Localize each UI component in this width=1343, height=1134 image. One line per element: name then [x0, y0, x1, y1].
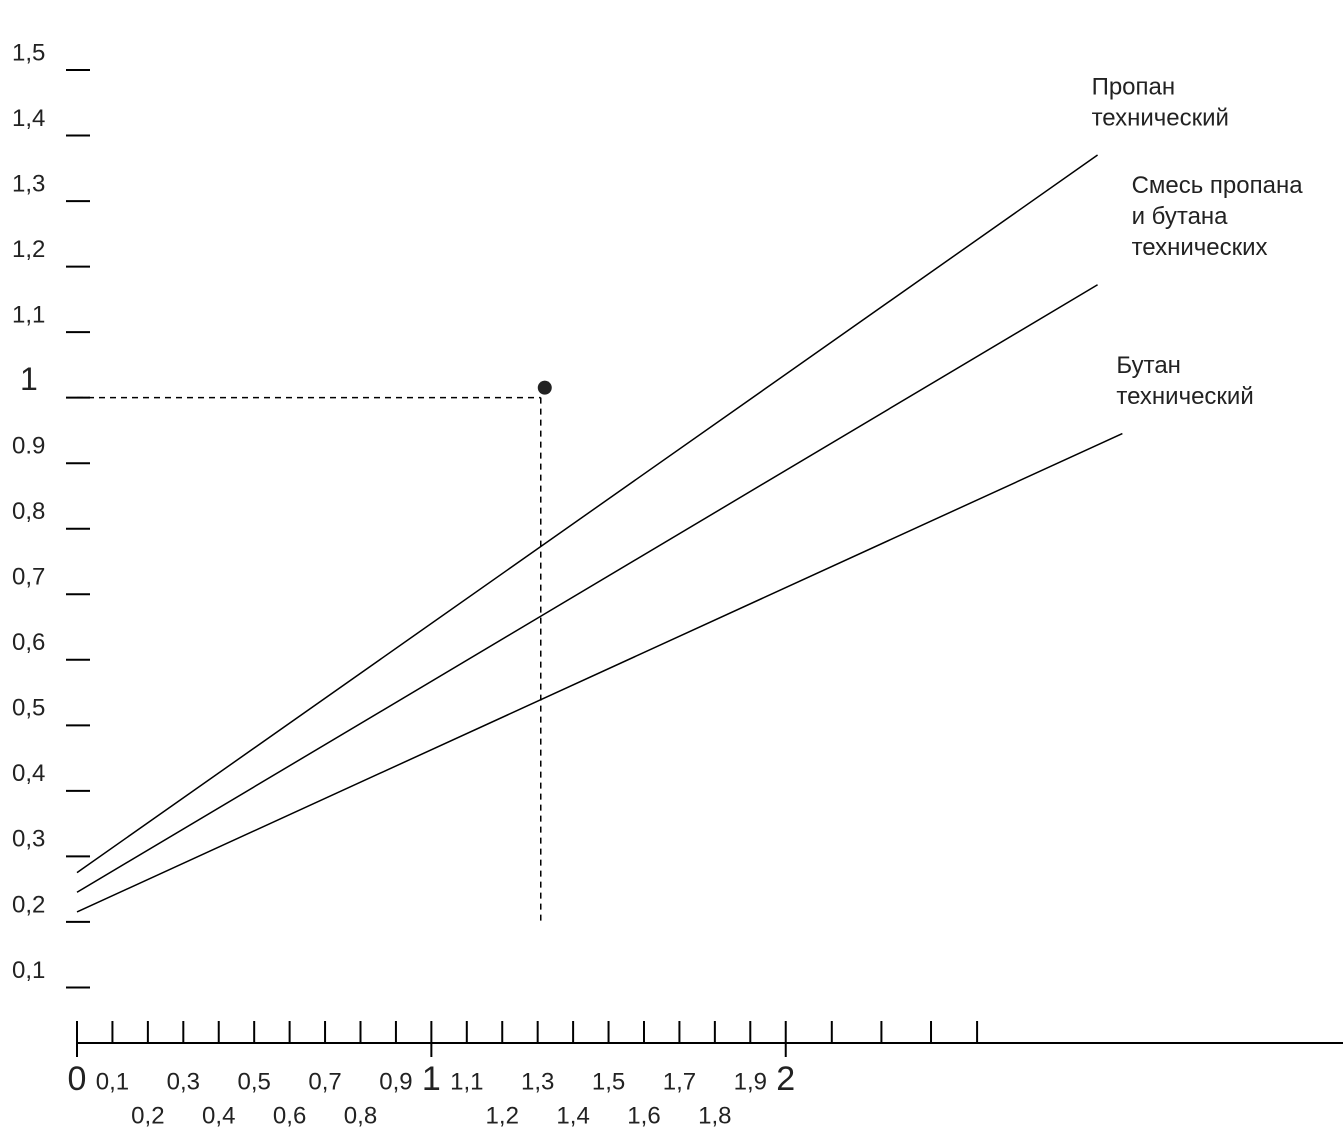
- x-tick-label: 0,5: [237, 1068, 270, 1095]
- point: [537, 380, 552, 395]
- y-tick-label: 0,2: [12, 891, 45, 918]
- x-tick-label: 0: [68, 1060, 87, 1098]
- x-tick-label: 1,1: [450, 1068, 483, 1095]
- x-tick-label: 1,6: [627, 1102, 660, 1129]
- y-tick-label: 0,8: [12, 498, 45, 525]
- x-tick-label: 0,1: [96, 1068, 129, 1095]
- x-tick-label: 1: [422, 1060, 441, 1098]
- series-label: Пропан: [1092, 73, 1176, 100]
- x-tick-label: 1,2: [486, 1102, 519, 1129]
- y-tick-label: 1: [20, 361, 38, 397]
- series-line: [76, 432, 1123, 913]
- x-tick-label: 1,9: [734, 1068, 767, 1095]
- series-label: технический: [1116, 383, 1253, 410]
- x-tick-label: 0,2: [131, 1102, 164, 1129]
- y-tick-label: 0,4: [12, 760, 45, 787]
- series-label: технический: [1092, 104, 1229, 131]
- x-tick-label: 0,4: [202, 1102, 235, 1129]
- y-tick-label: 1,4: [12, 105, 45, 132]
- y-tick-label: 1,2: [12, 236, 45, 263]
- y-tick-label: 1,1: [12, 301, 45, 328]
- x-tick-label: 2: [776, 1060, 795, 1098]
- x-tick-label: 0,8: [344, 1102, 377, 1129]
- x-tick-label: 1,7: [663, 1068, 696, 1095]
- series-label: Смесь пропана: [1132, 172, 1304, 199]
- series-label: и бутана: [1132, 203, 1229, 230]
- y-tick-label: 0,7: [12, 564, 45, 591]
- x-tick-label: 1,5: [592, 1068, 625, 1095]
- x-tick-label: 0,9: [379, 1068, 412, 1095]
- series-line: [76, 154, 1099, 874]
- series-label: технических: [1132, 234, 1268, 261]
- x-tick-label: 1,8: [698, 1102, 731, 1129]
- y-tick-label: 1,5: [12, 39, 45, 66]
- x-tick-label: 0,6: [273, 1102, 306, 1129]
- y-tick-label: 0,6: [12, 629, 45, 656]
- y-tick-label: 0.9: [12, 433, 45, 460]
- y-tick-label: 0,3: [12, 826, 45, 853]
- x-tick-label: 1,4: [556, 1102, 589, 1129]
- x-tick-label: 1,3: [521, 1068, 554, 1095]
- y-tick-label: 0,1: [12, 957, 45, 984]
- x-tick-label: 0,7: [308, 1068, 341, 1095]
- series-line: [76, 284, 1098, 893]
- x-tick-label: 0,3: [167, 1068, 200, 1095]
- y-tick-label: 0,5: [12, 695, 45, 722]
- y-tick-label: 1,3: [12, 170, 45, 197]
- series-label: Бутан: [1116, 352, 1181, 379]
